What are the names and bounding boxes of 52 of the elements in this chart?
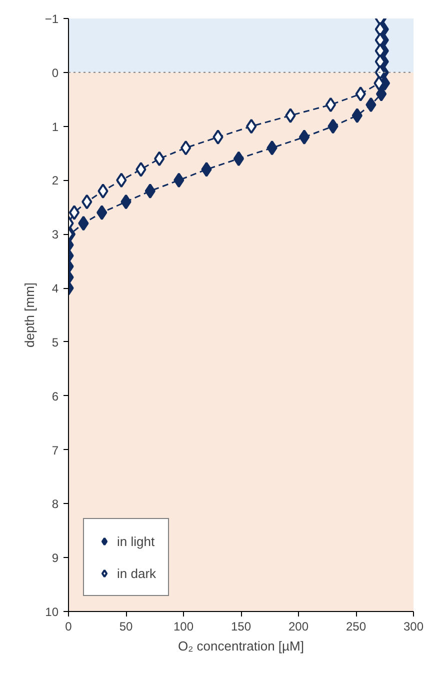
y-tick-label: 7 — [52, 443, 59, 458]
y-tick-label: −1 — [44, 12, 59, 26]
point — [82, 194, 92, 210]
legend-label: in light — [117, 534, 155, 548]
x-tick-label: 0 — [65, 620, 72, 634]
point — [266, 140, 278, 156]
point — [366, 97, 376, 112]
point — [285, 108, 296, 124]
x-axis-title: O₂ concentration [µM] — [178, 638, 304, 654]
y-tick-label: 2 — [52, 174, 59, 188]
point — [246, 118, 257, 134]
point — [233, 151, 244, 166]
point — [116, 172, 127, 188]
y-tick-label: 3 — [52, 228, 59, 242]
point — [201, 162, 212, 177]
point — [154, 151, 165, 166]
y-tick-label: 10 — [45, 605, 59, 619]
point — [325, 97, 336, 112]
point — [78, 216, 89, 231]
legend-label: in dark — [117, 566, 156, 580]
y-tick-label: 8 — [52, 497, 59, 512]
point — [374, 54, 386, 70]
y-axis-title: depth [mm] — [22, 282, 37, 348]
point — [355, 86, 366, 102]
y-tick-label: 0 — [52, 66, 59, 80]
y-tick-label: 4 — [52, 282, 59, 296]
y-tick-label: 1 — [52, 120, 59, 134]
point — [96, 205, 108, 220]
point — [376, 86, 387, 102]
x-tick-label: 200 — [288, 620, 309, 634]
x-tick-label: 250 — [346, 620, 366, 634]
point — [328, 118, 338, 134]
y-tick-label: 5 — [52, 335, 59, 350]
point — [120, 194, 132, 210]
point — [136, 162, 146, 177]
point — [144, 184, 156, 199]
x-tick-label: 300 — [403, 620, 424, 634]
point — [374, 76, 384, 91]
x-tick-label: 150 — [230, 620, 252, 634]
y-tick-label: 9 — [52, 551, 59, 566]
point — [174, 172, 184, 188]
point — [68, 205, 80, 220]
point — [298, 130, 310, 145]
point — [98, 184, 108, 199]
x-tick-label: 50 — [119, 620, 133, 634]
point — [374, 22, 386, 37]
x-tick-label: 100 — [173, 620, 194, 634]
point — [352, 108, 362, 124]
point — [212, 130, 224, 145]
point — [374, 43, 386, 58]
y-tick-label: 6 — [52, 389, 59, 404]
point — [180, 140, 192, 156]
